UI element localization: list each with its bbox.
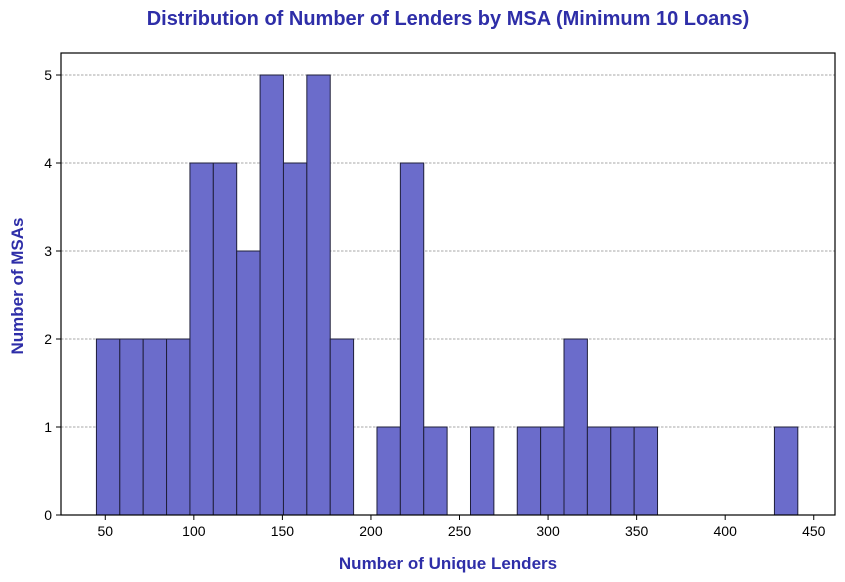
histogram-bar	[586, 426, 612, 516]
histogram-bar	[306, 74, 331, 516]
y-tick-label: 2	[44, 331, 52, 347]
plot-frame	[60, 52, 836, 516]
histogram-bar	[469, 426, 495, 516]
histogram-bar	[633, 426, 659, 516]
histogram-bar	[563, 338, 588, 516]
y-tick-label: 1	[44, 419, 52, 435]
plot-area: 50 100 150 200 250 300 350 400 450 0 1 2 3 4 5	[44, 52, 836, 539]
histogram-bar	[399, 162, 425, 516]
histogram-bar	[610, 426, 635, 516]
histogram-bar	[212, 162, 238, 516]
x-tick-label: 150	[271, 523, 295, 539]
histogram-bar	[423, 426, 448, 516]
histogram-bar	[166, 338, 191, 516]
x-tick-label: 200	[359, 523, 383, 539]
histogram-bar	[540, 426, 565, 516]
x-tick-label: 400	[714, 523, 738, 539]
histogram-bar	[376, 426, 401, 516]
y-tick-label: 4	[44, 155, 52, 171]
histogram-bar	[236, 250, 261, 516]
x-tick-label: 50	[97, 523, 113, 539]
y-tick-label: 3	[44, 243, 52, 259]
histogram-bar	[259, 74, 284, 516]
x-tick-label: 100	[182, 523, 206, 539]
histogram-bar	[142, 338, 168, 516]
y-axis-label: Number of MSAs	[8, 218, 27, 355]
histogram-bar	[119, 338, 144, 516]
y-tick-label: 0	[44, 507, 52, 523]
histogram-bar	[282, 162, 308, 516]
x-tick-label: 350	[625, 523, 649, 539]
x-tick-label: 450	[802, 523, 826, 539]
histogram-bar	[516, 426, 542, 516]
histogram-bar	[95, 338, 121, 516]
y-tick-label: 5	[44, 67, 52, 83]
histogram-bar	[329, 338, 355, 516]
histogram-bar	[773, 426, 799, 516]
x-tick-label: 300	[536, 523, 560, 539]
histogram-bar	[189, 162, 214, 516]
x-axis-label: Number of Unique Lenders	[339, 554, 557, 573]
x-tick-label: 250	[448, 523, 472, 539]
chart-title: Distribution of Number of Lenders by MSA…	[147, 8, 750, 30]
